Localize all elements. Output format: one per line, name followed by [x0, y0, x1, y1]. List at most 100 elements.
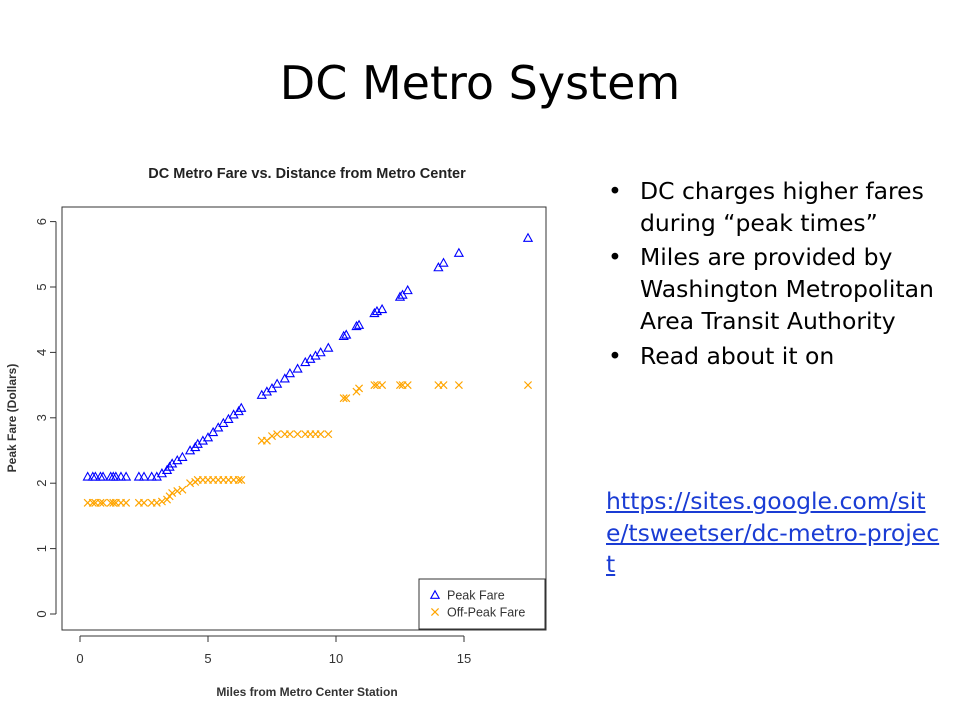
- off-peak-fare-point: [109, 498, 118, 507]
- x-axis-label: Miles from Metro Center Station: [216, 685, 397, 699]
- peak-fare-point: [120, 471, 132, 481]
- x-tick-label: 0: [76, 651, 83, 666]
- peak-fare-point: [110, 471, 121, 481]
- y-tick-label: 1: [34, 545, 49, 552]
- off-peak-fare-point: [157, 497, 166, 506]
- bullet-marker: •: [608, 177, 622, 205]
- off-peak-fare-point: [378, 381, 387, 390]
- off-peak-fare-point: [523, 381, 533, 390]
- peak-fare-point: [97, 471, 109, 481]
- peak-fare-point: [213, 422, 224, 432]
- series-layer: [82, 232, 534, 507]
- y-tick-label: 4: [34, 349, 49, 356]
- peak-fare-point: [433, 262, 444, 272]
- peak-fare-point: [115, 471, 127, 481]
- off-peak-fare-point: [237, 475, 246, 484]
- off-peak-fare-point: [96, 498, 105, 507]
- peak-fare-point: [315, 347, 326, 357]
- off-peak-fare-point: [355, 384, 364, 393]
- slide-title: DC Metro System: [279, 56, 681, 110]
- peak-fare-point: [394, 291, 406, 301]
- peak-fare-point: [177, 451, 188, 461]
- peak-fare-point: [271, 378, 283, 388]
- peak-fare-point: [453, 247, 465, 257]
- y-tick-label: 5: [34, 283, 49, 290]
- x-tick-label: 10: [329, 651, 343, 666]
- peak-fare-point: [133, 471, 145, 481]
- peak-fare-point: [522, 232, 534, 242]
- off-peak-fare-point: [342, 394, 351, 403]
- y-tick-label: 2: [34, 480, 49, 487]
- off-peak-fare-point: [324, 430, 333, 439]
- off-peak-fare-point: [88, 498, 97, 507]
- off-peak-fare-point: [273, 430, 282, 439]
- off-peak-fare-point: [173, 487, 182, 496]
- off-peak-fare-point: [293, 430, 302, 439]
- plot-frame: [61, 206, 547, 631]
- off-peak-fare-point: [267, 432, 277, 441]
- legend-box: [418, 578, 546, 630]
- peak-fare-point: [438, 257, 449, 267]
- bullet-text: DC charges higher fares during “peak tim…: [640, 177, 924, 237]
- peak-fare-point: [341, 329, 352, 339]
- peak-fare-point: [376, 303, 388, 314]
- peak-fare-point: [338, 330, 349, 340]
- off-peak-fare-point: [370, 381, 379, 390]
- peak-fare-point: [82, 471, 93, 481]
- legend-label: Peak Fare: [447, 589, 505, 603]
- off-peak-fare-point: [285, 430, 294, 439]
- peak-fare-point: [369, 307, 380, 318]
- off-peak-fare-point: [316, 430, 325, 439]
- off-peak-fare-point: [395, 381, 405, 390]
- peak-fare-point: [292, 363, 303, 373]
- peak-fare-point: [223, 413, 234, 424]
- off-peak-fare-point: [122, 498, 131, 507]
- y-tick-label: 6: [34, 218, 49, 225]
- peak-fare-series: [82, 232, 534, 481]
- off-peak-fare-point: [439, 381, 448, 390]
- peak-fare-point: [353, 319, 365, 329]
- bullet-item: • Read about it on: [608, 341, 948, 373]
- legend: Peak Fare Off-Peak Fare: [418, 578, 546, 630]
- bullet-item: • DC charges higher fares during “peak t…: [608, 176, 948, 239]
- legend-marker: [429, 589, 441, 599]
- bullet-text: Miles are provided by Washington Metropo…: [640, 243, 934, 335]
- bullet-text: Read about it on: [640, 341, 835, 370]
- legend-marker: [430, 607, 440, 617]
- peak-fare-point: [90, 471, 101, 481]
- off-peak-fare-point: [339, 394, 348, 403]
- peak-fare-point: [138, 471, 150, 481]
- bullet-marker: •: [608, 243, 622, 272]
- y-axis: 0 1 2 3 4 5 6: [34, 218, 57, 618]
- bullet-list: • DC charges higher fares during “peak t…: [608, 176, 948, 375]
- legend-label: Off-Peak Fare: [447, 606, 525, 620]
- peak-fare-point: [402, 284, 413, 295]
- y-axis-label: Peak Fare (Dollars): [5, 364, 19, 473]
- peak-fare-point: [146, 471, 157, 481]
- off-peak-fare-point: [152, 498, 161, 507]
- peak-fare-point: [284, 367, 296, 378]
- off-peak-fare-point: [186, 479, 195, 488]
- off-peak-fare-series: [83, 381, 533, 507]
- fare-scatter-chart: DC Metro Fare vs. Distance from Metro Ce…: [5, 166, 547, 699]
- off-peak-fare-point: [234, 475, 243, 484]
- source-link[interactable]: https://sites.google.com/site/tsweetser/…: [606, 487, 940, 579]
- x-tick-label: 5: [204, 651, 211, 666]
- legend-entries: Peak Fare Off-Peak Fare: [429, 589, 525, 620]
- x-axis: 0 5 10 15: [76, 635, 471, 666]
- off-peak-fare-point: [139, 498, 149, 507]
- chart-title: DC Metro Fare vs. Distance from Metro Ce…: [148, 166, 466, 182]
- peak-fare-point: [207, 426, 219, 437]
- peak-fare-point: [397, 289, 408, 299]
- off-peak-fare-point: [178, 485, 187, 494]
- peak-fare-point: [202, 432, 214, 442]
- off-peak-fare-point: [99, 498, 108, 507]
- peak-fare-point: [236, 402, 247, 412]
- off-peak-fare-point: [403, 381, 412, 390]
- x-tick-label: 15: [457, 651, 471, 666]
- peak-fare-point: [323, 342, 334, 352]
- off-peak-fare-point: [168, 488, 177, 498]
- off-peak-fare-point: [454, 381, 463, 390]
- y-tick-label: 3: [34, 414, 49, 421]
